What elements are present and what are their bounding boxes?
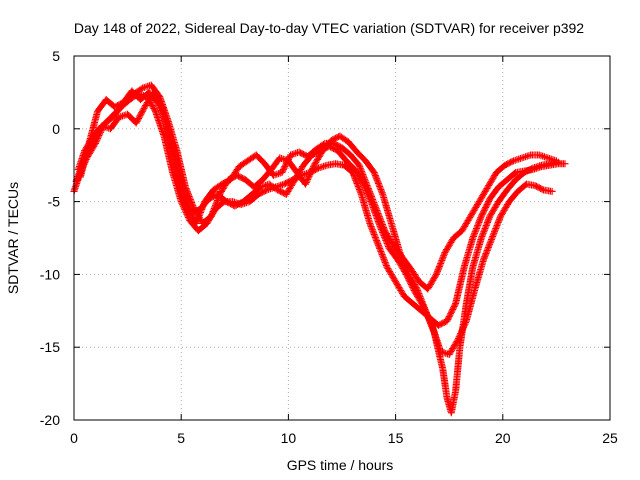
y-tick-label: -10 <box>40 266 60 282</box>
x-axis-label: GPS time / hours <box>287 457 394 473</box>
gridlines <box>74 56 610 420</box>
data-point-markers <box>76 87 556 358</box>
axis-ticks: 0 5 10 15 20 25 5 0 -5 -10 -15 -20 <box>40 48 618 446</box>
x-tick-label: 0 <box>70 430 78 446</box>
plot-frame <box>73 55 611 421</box>
data-points <box>70 81 569 417</box>
y-tick-label: 0 <box>52 121 60 137</box>
y-tick-label: -20 <box>40 412 60 428</box>
data-point-markers <box>74 88 560 293</box>
series-4 <box>76 87 556 358</box>
y-tick-label: -5 <box>48 194 61 210</box>
x-tick-label: 15 <box>388 430 404 446</box>
x-tick-label: 20 <box>495 430 511 446</box>
y-axis-label: SDTVAR / TECUs <box>5 182 21 294</box>
chart-title: Day 148 of 2022, Sidereal Day-to-day VTE… <box>74 20 584 36</box>
y-tick-label: -15 <box>40 339 60 355</box>
y-tick-label: 5 <box>52 48 60 64</box>
x-tick-label: 10 <box>281 430 297 446</box>
x-tick-label: 5 <box>177 430 185 446</box>
x-tick-label: 25 <box>602 430 618 446</box>
series-3 <box>74 88 560 293</box>
